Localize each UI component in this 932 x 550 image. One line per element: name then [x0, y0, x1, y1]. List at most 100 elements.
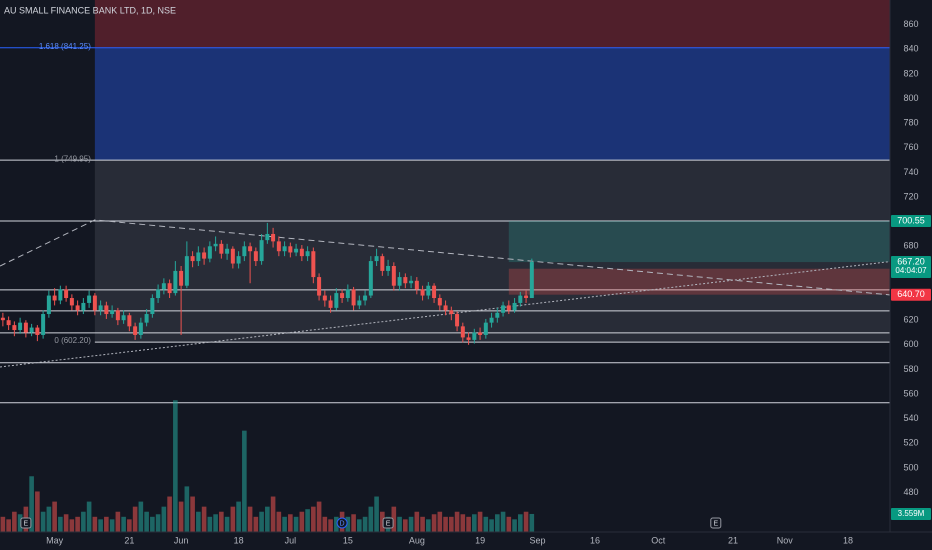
- y-tick-label: 680: [903, 241, 918, 251]
- x-tick-label: Oct: [651, 535, 666, 545]
- volume-bar: [431, 514, 437, 532]
- x-tick-label: 16: [590, 535, 600, 545]
- volume-bar: [17, 514, 23, 532]
- trendline: [0, 219, 891, 296]
- volume-bar: [270, 496, 276, 532]
- y-tick-label: 720: [903, 191, 918, 201]
- volume-bar: [512, 519, 517, 532]
- volume-bar: [247, 506, 253, 532]
- candle-body: [351, 289, 356, 306]
- candle-body: [230, 248, 235, 264]
- candle-body: [322, 295, 327, 301]
- volume-bar: [6, 519, 11, 532]
- x-tick-label: Jul: [285, 535, 297, 545]
- candle-body: [144, 314, 149, 323]
- y-tick-label: 740: [903, 167, 918, 177]
- volume-bar: [219, 511, 224, 532]
- volume-bar: [236, 501, 241, 532]
- candle-body: [305, 251, 310, 257]
- candle-body: [472, 332, 477, 340]
- candle-body: [391, 266, 396, 286]
- candle-body: [81, 302, 86, 311]
- candle-body: [426, 285, 431, 296]
- volume-bar: [190, 496, 195, 532]
- candle-body: [265, 233, 270, 241]
- volume-bar: [230, 506, 236, 532]
- candle-body: [207, 246, 212, 259]
- volume-bar: [92, 516, 98, 532]
- target-price-label: 700.55: [897, 215, 925, 225]
- y-tick-label: 620: [903, 315, 918, 325]
- candle-body: [443, 305, 448, 311]
- volume-bar: [178, 501, 184, 532]
- volume-bar: [213, 514, 218, 532]
- volume-bar: [477, 511, 483, 532]
- volume-bar: [132, 506, 138, 532]
- candle-body: [489, 317, 494, 323]
- candle-body: [161, 283, 166, 290]
- volume-bar: [29, 476, 34, 532]
- x-tick-label: 18: [843, 535, 853, 545]
- volume-bar: [362, 516, 368, 532]
- candle-body: [403, 277, 408, 284]
- candle-body: [357, 300, 362, 306]
- x-tick-label: 21: [728, 535, 738, 545]
- event-marker: [336, 517, 348, 529]
- volume-bar: [35, 491, 40, 532]
- candle-body: [58, 289, 63, 301]
- candle-body: [432, 285, 437, 299]
- candle-body: [345, 289, 350, 299]
- event-label: D: [340, 520, 345, 527]
- volume-label: 3.559M: [898, 509, 925, 518]
- volume-bar: [201, 506, 207, 532]
- volume-bar: [380, 511, 385, 532]
- candle-body: [414, 280, 419, 290]
- volume-bar: [414, 511, 420, 532]
- candle-body: [334, 293, 339, 308]
- x-tick-label: Nov: [777, 535, 794, 545]
- volume-bar: [403, 519, 408, 532]
- volume-bar: [0, 516, 6, 532]
- stop-zone: [508, 268, 890, 295]
- candle-body: [202, 252, 207, 259]
- volume-bar: [253, 516, 259, 532]
- volume-bar: [345, 516, 351, 532]
- candle-body: [23, 322, 28, 333]
- candle-body: [288, 246, 293, 253]
- event-marker: [382, 517, 394, 529]
- volume-bar: [368, 506, 374, 532]
- candle-body: [35, 327, 40, 335]
- candle-body: [242, 246, 247, 257]
- volume-bar: [472, 514, 477, 532]
- candle-body: [501, 305, 506, 313]
- stop-price-label-box: [891, 288, 931, 301]
- candle-body: [190, 256, 195, 262]
- candle-body: [271, 233, 276, 242]
- candle-body: [69, 298, 74, 306]
- candle-body: [87, 295, 92, 303]
- candle-body: [437, 298, 442, 306]
- volume-bar: [69, 519, 75, 532]
- volume-bar: [506, 516, 512, 532]
- candle-body: [104, 305, 109, 315]
- candle-body: [133, 326, 138, 335]
- candle-body: [340, 293, 345, 299]
- x-tick-label: 19: [475, 535, 485, 545]
- volume-bar: [98, 519, 103, 532]
- candle-body: [380, 256, 385, 271]
- y-tick-label: 760: [903, 142, 918, 152]
- stop-price-label: 640.70: [897, 289, 925, 299]
- volume-bar: [138, 501, 144, 532]
- last-price-label: 667.20: [897, 256, 925, 266]
- candle-body: [184, 256, 189, 286]
- volume-bar: [207, 516, 213, 532]
- y-tick-label: 820: [903, 68, 918, 78]
- countdown: 04:04:07: [895, 266, 927, 275]
- volume-bar: [460, 514, 466, 532]
- volume-bar: [351, 514, 356, 532]
- candle-body: [64, 289, 69, 299]
- candle-body: [173, 270, 178, 294]
- volume-bar: [40, 511, 46, 532]
- volume-bar: [184, 486, 190, 532]
- fib-zone-top: [94, 0, 891, 48]
